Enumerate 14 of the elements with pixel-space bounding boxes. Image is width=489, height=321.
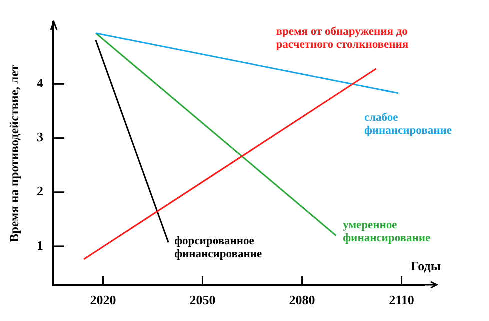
- text: время от обнаружения до расчетного столкновения: [276, 26, 409, 51]
- text: слабое финансирование: [364, 112, 452, 138]
- series-label: умеренное финансирование: [343, 219, 431, 244]
- y-tick-label: 2: [37, 184, 44, 199]
- y-axis-title: Время на противодействие, лет: [8, 65, 22, 242]
- x-tick-label: 2050: [190, 292, 216, 308]
- x-axis-title: Годы: [411, 258, 441, 274]
- y-tick-label: 1: [37, 238, 44, 253]
- x-tick-label: 2110: [389, 292, 414, 308]
- series-label: форсированное финансирование: [174, 235, 262, 260]
- y-tick-label: 4: [37, 76, 44, 91]
- y-tick-label: 3: [37, 130, 44, 145]
- x-tick-label: 2080: [289, 292, 316, 308]
- x-tick-label: 2020: [90, 292, 116, 308]
